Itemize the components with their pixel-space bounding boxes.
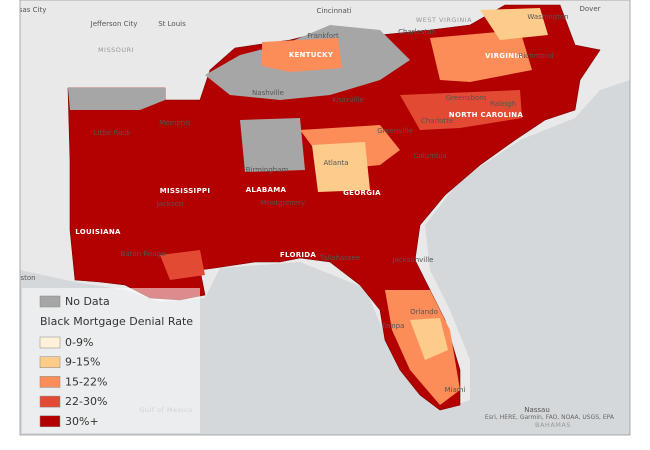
legend-swatch (39, 376, 61, 388)
legend-swatch (39, 295, 61, 308)
place-label: Nassau (524, 406, 550, 414)
place-label: Nashville (252, 89, 284, 97)
place-labels: Kansas City Jefferson City St Louis MISSOUR… (6, 5, 601, 429)
place-label: Charlotte (421, 117, 454, 125)
place-label: Cincinnati (317, 7, 352, 15)
place-label: Memphis (159, 119, 191, 127)
legend-swatch (39, 415, 61, 428)
place-label: Kansas City (6, 6, 47, 14)
legend-label: 15-22% (65, 375, 107, 388)
legend-label: 30%+ (65, 415, 99, 428)
place-label: Greensboro (446, 94, 487, 102)
region-mid-high (400, 90, 522, 130)
place-label: MISSISSIPPI (160, 187, 210, 195)
place-label: WEST VIRGINIA (416, 16, 472, 24)
place-label: Atlanta (323, 159, 348, 167)
place-label: Baton Rouge (121, 250, 166, 258)
place-label: KENTUCKY (289, 51, 334, 59)
place-label: GEORGIA (343, 189, 381, 197)
legend: No Data Black Mortgage Denial Rate 0-9% 9-1… (39, 295, 193, 428)
place-label: Richmond (518, 52, 553, 60)
place-label: Miami (444, 386, 465, 394)
place-label: Tallahassee (319, 254, 360, 262)
place-label: VIRGINIA (485, 52, 523, 60)
place-label: Columbia (413, 152, 446, 160)
place-label: Tampa (381, 322, 405, 330)
map-body: Kansas City Jefferson City St Louis MISSOUR… (6, 0, 630, 435)
place-label: Jacksonville (392, 256, 434, 264)
region-low (410, 318, 448, 360)
place-label: Dover (580, 5, 601, 13)
place-label: FLORIDA (280, 251, 317, 259)
place-label: ston (20, 274, 35, 282)
legend-label: 0-9% (65, 336, 93, 349)
place-label: Little Rock (94, 129, 131, 137)
region-mid (430, 30, 532, 82)
place-label: ALABAMA (246, 186, 287, 194)
place-label: Jackson (156, 200, 184, 208)
place-label: Charleston (398, 28, 436, 36)
place-label: Knoxville (332, 96, 364, 104)
place-label: St Louis (158, 20, 186, 28)
place-label: BAHAMAS (535, 421, 571, 429)
no-data-area (240, 118, 305, 172)
legend-swatch (39, 336, 61, 349)
place-label: Birmingham (246, 166, 289, 174)
region-mid (262, 38, 342, 72)
place-label: Greenville (377, 127, 412, 135)
region-low (480, 8, 548, 40)
place-label: LOUISIANA (75, 228, 121, 236)
no-data-area (68, 88, 165, 110)
place-label: Raleigh (490, 100, 516, 108)
legend-label: 9-15% (65, 356, 100, 369)
legend-swatch (39, 395, 61, 408)
region-low (312, 142, 370, 192)
place-label: Montgomery (261, 199, 305, 207)
place-label: Washington (527, 13, 568, 21)
legend-title: Black Mortgage Denial Rate (40, 315, 193, 328)
legend-swatch (39, 356, 61, 368)
map-frame (19, 0, 631, 436)
region-mid-high (160, 250, 205, 280)
place-label: MISSOURI (98, 46, 134, 54)
attribution: Esri, HERE, Garmin, FAO, NOAA, USGS, EPA (485, 414, 615, 421)
place-label: Frankfort (307, 32, 339, 40)
place-label: Orlando (410, 308, 438, 316)
place-label: Jefferson City (90, 20, 138, 28)
legend-label: 22-30% (65, 395, 107, 408)
legend-label: No Data (65, 295, 110, 308)
place-label: NORTH CAROLINA (449, 111, 524, 119)
